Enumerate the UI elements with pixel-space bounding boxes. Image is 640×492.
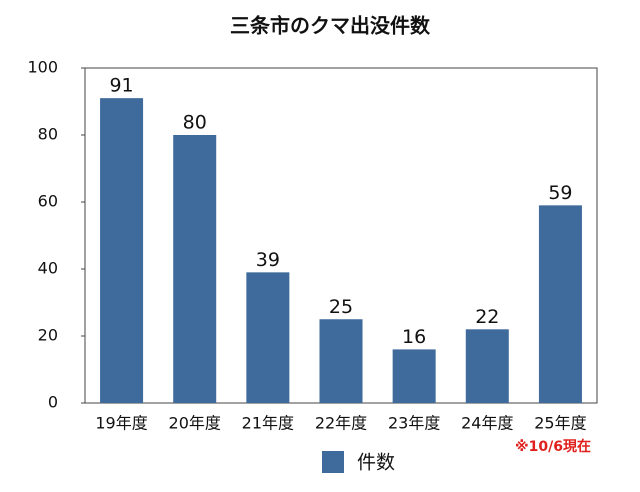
bar <box>173 135 217 403</box>
bar <box>465 329 509 403</box>
chart-title: 三条市のクマ出没件数 <box>230 14 431 38</box>
value-label: 16 <box>402 326 426 348</box>
legend-swatch <box>322 451 344 473</box>
bar <box>246 272 290 403</box>
x-tick-label: 21年度 <box>242 414 294 433</box>
bar <box>319 319 363 403</box>
x-tick-label: 19年度 <box>95 414 147 433</box>
y-tick-label: 60 <box>38 192 58 211</box>
y-tick-label: 80 <box>38 125 58 144</box>
bar <box>100 98 144 404</box>
value-label: 39 <box>256 249 280 271</box>
y-tick-label: 20 <box>38 326 58 345</box>
y-tick-label: 0 <box>48 393 58 412</box>
x-tick-label: 24年度 <box>461 414 513 433</box>
x-tick-label: 20年度 <box>169 414 221 433</box>
value-label: 80 <box>183 112 207 134</box>
bar <box>392 349 436 403</box>
x-tick-label: 25年度 <box>534 414 586 433</box>
value-label: 22 <box>475 306 499 328</box>
x-tick-label: 22年度 <box>315 414 367 433</box>
x-tick-label: 23年度 <box>388 414 440 433</box>
y-tick-label: 40 <box>38 259 58 278</box>
value-label: 59 <box>548 182 572 204</box>
legend-label: 件数 <box>357 452 395 474</box>
value-label: 25 <box>329 296 353 318</box>
bar <box>538 205 582 403</box>
annotation: ※10/6現在 <box>515 438 591 455</box>
value-label: 91 <box>109 75 133 97</box>
y-tick-label: 100 <box>27 58 58 77</box>
